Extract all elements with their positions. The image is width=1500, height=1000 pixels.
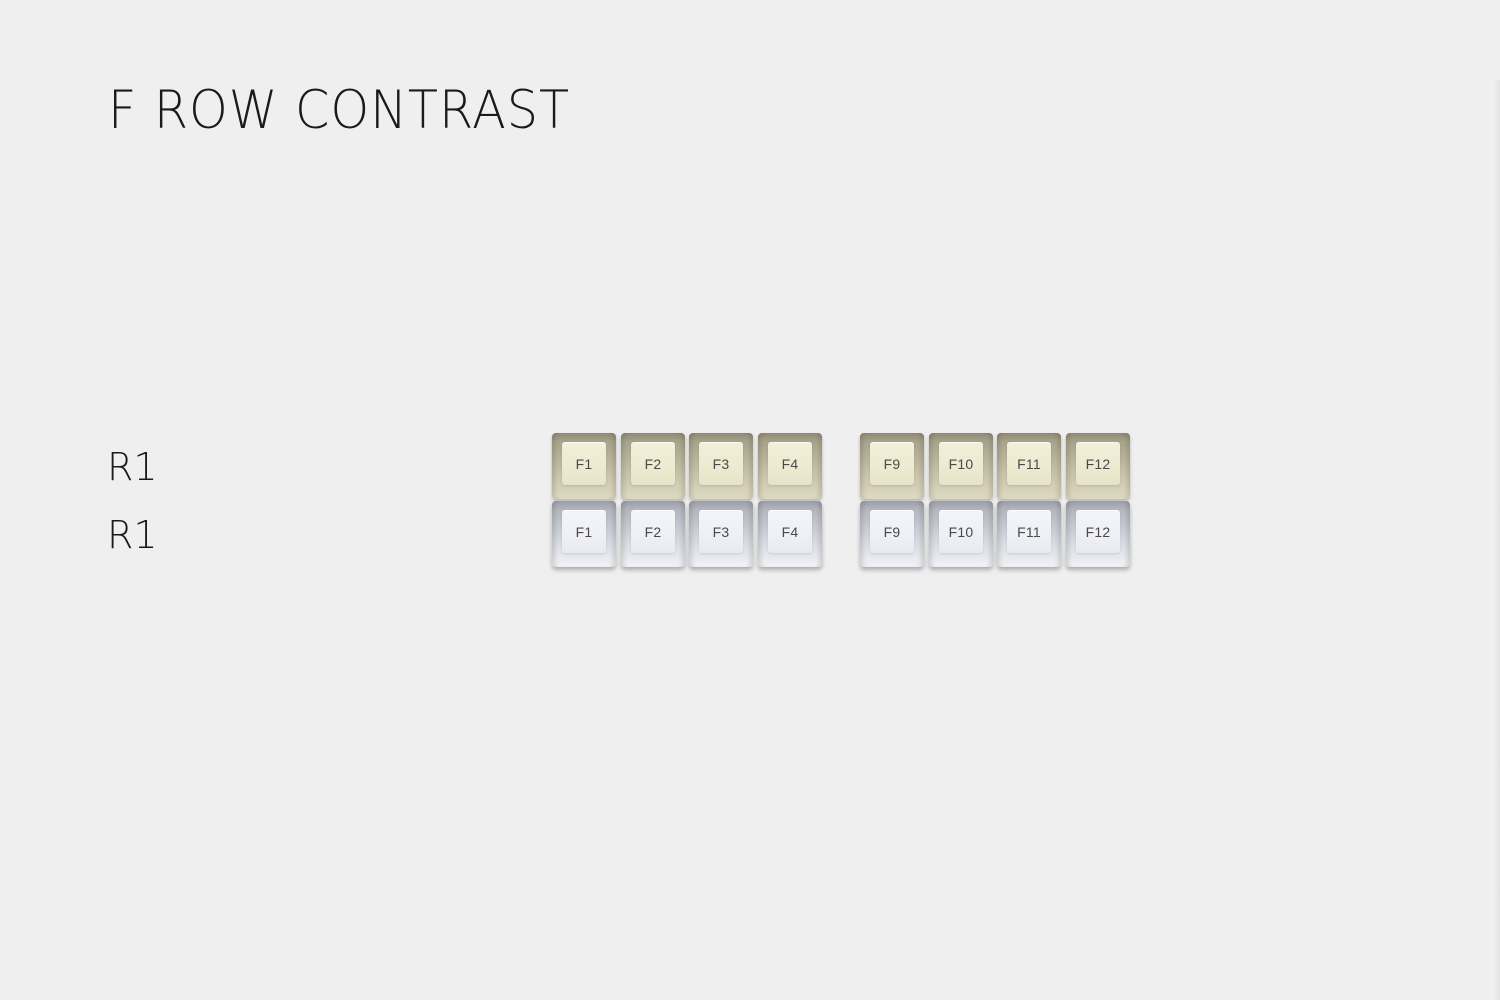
keycap-legend: F12 (1076, 510, 1120, 553)
keycap-grey-f9: F9 (860, 501, 924, 567)
keycap-cream-f11: F11 (997, 433, 1061, 499)
keycap-cream-f9: F9 (860, 433, 924, 499)
keycap-cream-f3: F3 (689, 433, 753, 499)
keycap-cream-f10: F10 (929, 433, 993, 499)
keycap-grey-f11: F11 (997, 501, 1061, 567)
keycap-grey-f4: F4 (758, 501, 822, 567)
keycap-legend: F1 (562, 442, 606, 485)
keycap-grey-f2: F2 (621, 501, 685, 567)
page-title: F ROW CONTRAST (108, 80, 571, 141)
keycap-legend: F3 (699, 442, 743, 485)
keycap-cream-f4: F4 (758, 433, 822, 499)
keycap-legend: F11 (1007, 442, 1051, 485)
keycap-cream-f1: F1 (552, 433, 616, 499)
keycap-cream-f2: F2 (621, 433, 685, 499)
keycap-legend: F2 (631, 442, 675, 485)
keycap-legend: F10 (939, 442, 983, 485)
keycap-grey-f10: F10 (929, 501, 993, 567)
keycap-legend: F4 (768, 510, 812, 553)
keycap-cream-f12: F12 (1066, 433, 1130, 499)
keycap-legend: F9 (870, 442, 914, 485)
keycap-legend: F9 (870, 510, 914, 553)
keycap-grey-f3: F3 (689, 501, 753, 567)
row-label-bottom: R1 (107, 513, 158, 557)
page-edge-shadow (1494, 80, 1500, 1000)
keycap-legend: F12 (1076, 442, 1120, 485)
keycap-legend: F1 (562, 510, 606, 553)
keycap-grey-f1: F1 (552, 501, 616, 567)
keycap-legend: F11 (1007, 510, 1051, 553)
keycap-grey-f12: F12 (1066, 501, 1130, 567)
keycap-legend: F2 (631, 510, 675, 553)
keycap-legend: F10 (939, 510, 983, 553)
keycap-legend: F4 (768, 442, 812, 485)
row-label-top: R1 (107, 445, 158, 489)
keycap-legend: F3 (699, 510, 743, 553)
